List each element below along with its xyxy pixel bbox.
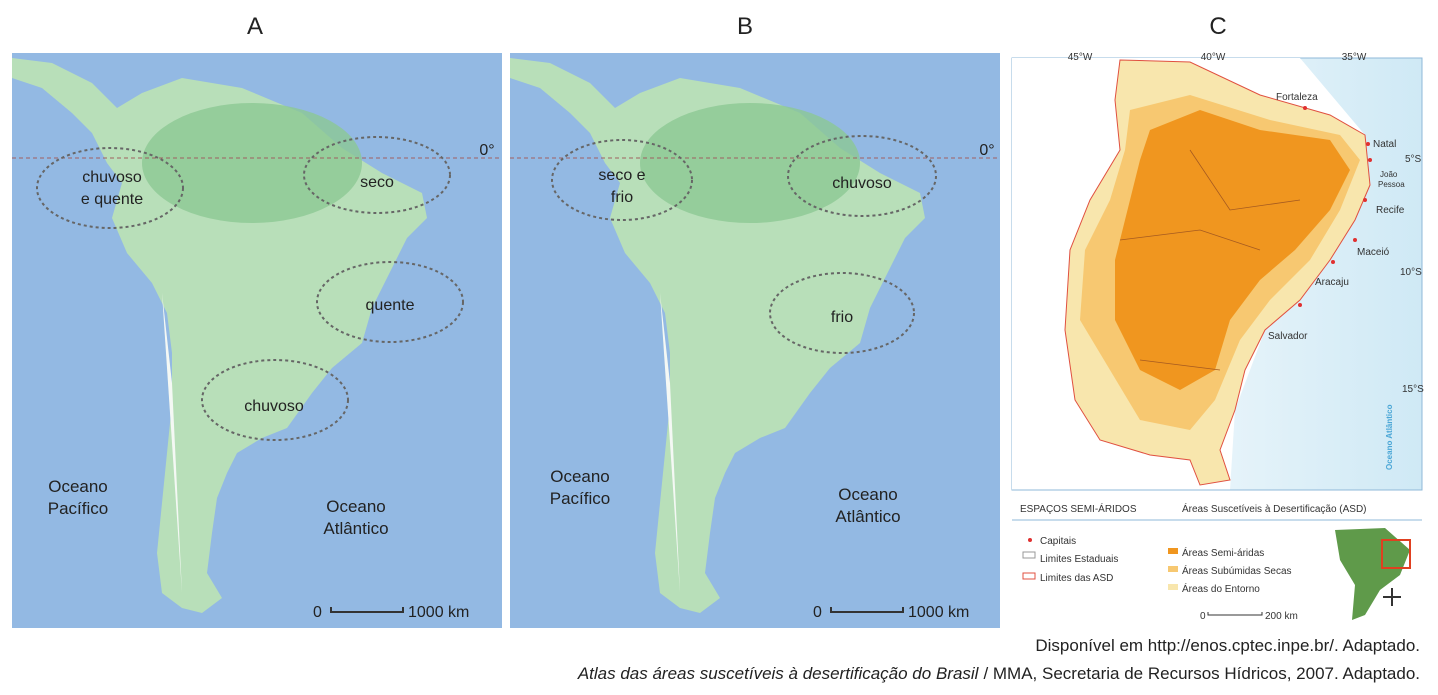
scale-start: 0 [813, 604, 822, 621]
city-label: Natal [1373, 139, 1396, 150]
legend-title: ESPAÇOS SEMI-ÁRIDOS [1020, 502, 1137, 515]
legend-item: Capitais [1040, 536, 1076, 547]
ocean-label: Atlântico [835, 507, 900, 526]
legend-item: Limites das ASD [1040, 573, 1113, 584]
region-label: e quente [81, 191, 143, 208]
ocean-label: Oceano [550, 467, 610, 486]
region-label: quente [366, 297, 415, 314]
region-label: seco [360, 174, 394, 191]
latitude-label: 15°S [1402, 384, 1424, 395]
legend-subtitle: Áreas Suscetíveis à Desertificação (ASD) [1182, 502, 1367, 515]
capitals [1298, 106, 1372, 307]
ocean-label: Oceano Atlântico [1385, 404, 1394, 470]
map-b [510, 53, 1000, 628]
map-a [12, 53, 502, 628]
region-label: seco e [598, 167, 645, 184]
ocean-label: Pacífico [48, 499, 108, 518]
legend-swatches [1022, 538, 1178, 590]
caption-rest: / MMA, Secretaria de Recursos Hídricos, … [983, 664, 1420, 683]
city-label: Aracaju [1315, 277, 1349, 288]
scale-bar [830, 607, 904, 613]
caption-title: Atlas das áreas suscetíveis à desertific… [577, 664, 980, 683]
scale-end: 200 km [1265, 611, 1298, 622]
longitude-label: 40°W [1201, 52, 1226, 63]
scale-bar [1207, 612, 1263, 616]
city-label: Pessoa [1378, 180, 1405, 189]
scale-end: 1000 km [408, 604, 469, 621]
panel-label: B [737, 13, 753, 40]
legend-item: Limites Estaduais [1040, 554, 1118, 565]
region-outlines [36, 136, 464, 441]
legend-item: Áreas Semi-áridas [1182, 546, 1264, 559]
map-c [1011, 57, 1423, 491]
region-outlines [551, 135, 937, 354]
longitude-label: 45°W [1068, 52, 1093, 63]
panel-label: C [1209, 13, 1226, 40]
caption: Atlas das áreas suscetíveis à desertific… [577, 664, 1420, 683]
region-label: chuvoso [832, 175, 892, 192]
scale-start: 0 [1200, 611, 1206, 622]
legend-item: Áreas do Entorno [1182, 582, 1260, 595]
scale-end: 1000 km [908, 604, 969, 621]
panel-label: A [247, 13, 263, 40]
legend-item: Áreas Subúmidas Secas [1182, 564, 1292, 577]
region-label: chuvoso [82, 169, 142, 186]
region-label: frio [611, 189, 633, 206]
city-label: João [1380, 170, 1398, 179]
city-label: Recife [1376, 205, 1405, 216]
ocean-label: Pacífico [550, 489, 610, 508]
city-label: Salvador [1268, 331, 1308, 342]
ocean-label: Oceano [48, 477, 108, 496]
latitude-label: 10°S [1400, 267, 1422, 278]
scale-start: 0 [313, 604, 322, 621]
ocean-label: Oceano [326, 497, 386, 516]
caption: Disponível em http://enos.cptec.inpe.br/… [1035, 636, 1420, 655]
equator-label: 0° [979, 142, 994, 159]
latitude-label: 5°S [1405, 154, 1422, 165]
inset-map [1335, 528, 1411, 620]
longitude-label: 35°W [1342, 52, 1367, 63]
city-label: Maceió [1357, 247, 1390, 258]
region-label: chuvoso [244, 398, 304, 415]
equator-label: 0° [479, 142, 494, 159]
ocean-label: Oceano [838, 485, 898, 504]
scale-bar [330, 607, 404, 613]
region-label: frio [831, 309, 853, 326]
ocean-label: Atlântico [323, 519, 388, 538]
city-label: Fortaleza [1276, 92, 1318, 103]
